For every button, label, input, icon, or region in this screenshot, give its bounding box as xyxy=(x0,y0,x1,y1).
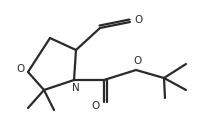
Text: O: O xyxy=(92,101,100,111)
Text: N: N xyxy=(72,83,80,93)
Text: O: O xyxy=(135,15,143,25)
Text: O: O xyxy=(17,64,25,74)
Text: O: O xyxy=(134,56,142,66)
